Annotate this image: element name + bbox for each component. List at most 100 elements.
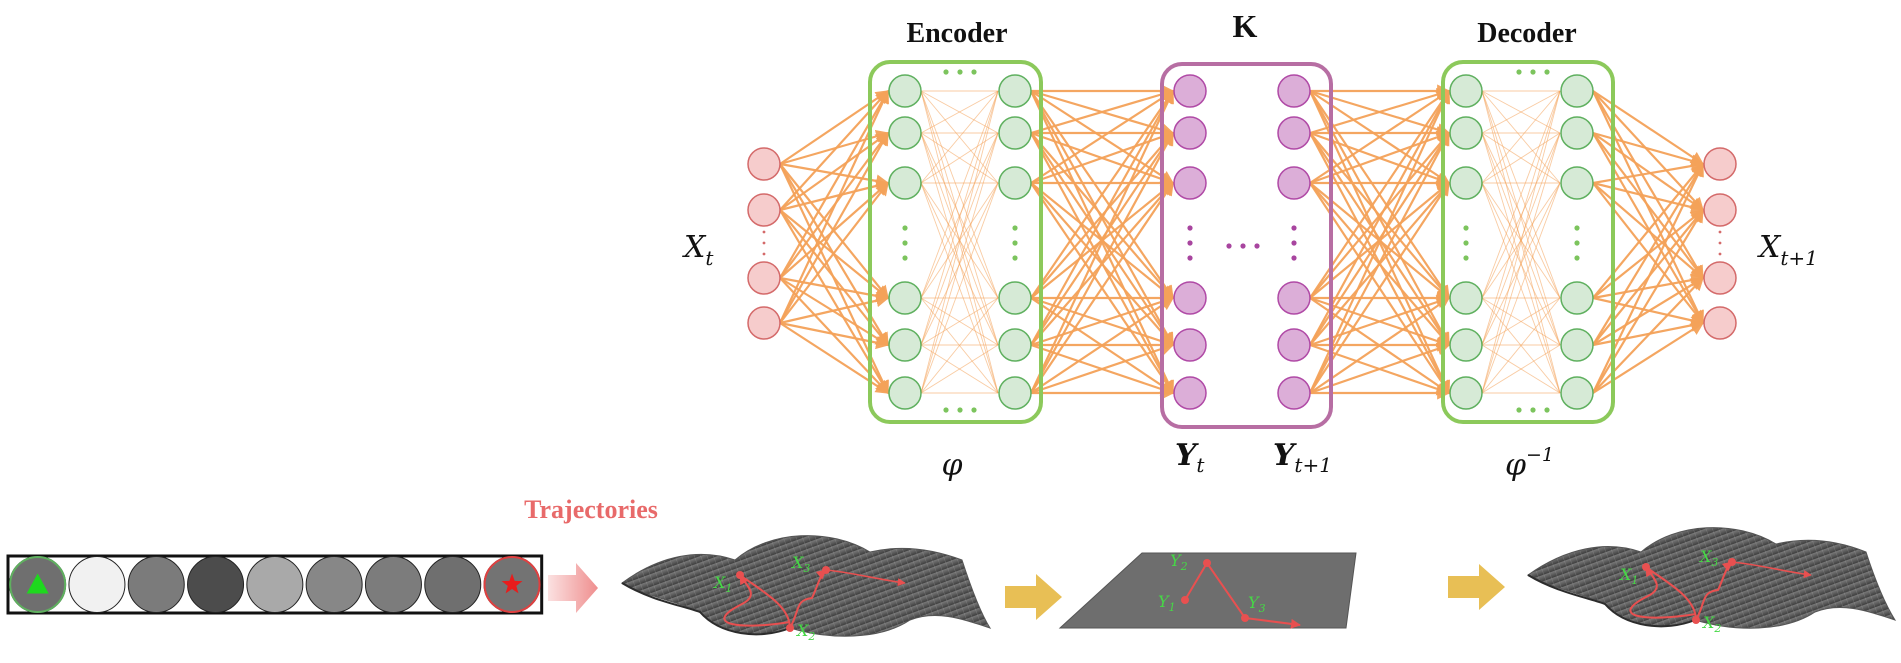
grid-cell: [187, 556, 245, 613]
point-label-x2: X2: [1701, 613, 1721, 635]
ellipsis-dot: [1012, 225, 1018, 231]
phi-label: φ: [941, 448, 962, 483]
output-node: [1703, 193, 1737, 227]
encode-arrow: [1005, 574, 1062, 620]
edge: [1309, 89, 1450, 346]
output-node: [1703, 147, 1737, 181]
latent-node: [1173, 281, 1207, 315]
edge: [920, 297, 999, 394]
edge: [1030, 295, 1175, 347]
ellipsis-dot: [943, 407, 949, 413]
encoder-node: [888, 328, 922, 362]
latent-node: [1277, 116, 1311, 150]
edge: [1309, 89, 1451, 394]
latent-node: [1173, 328, 1207, 362]
output-label: Xt+1: [1757, 230, 1818, 270]
decoder-node: [1560, 166, 1594, 200]
trajectory-point: [1203, 559, 1211, 567]
edge: [920, 90, 999, 184]
trajectory-right: X1 X3 X2: [1618, 547, 1812, 635]
input-label: Xt: [682, 230, 714, 270]
edge: [1030, 342, 1175, 395]
edge: [1309, 295, 1451, 347]
decoder-node: [1449, 376, 1483, 410]
edge: [1309, 131, 1450, 299]
encoder-box: [868, 60, 1043, 424]
encoder-node: [998, 281, 1032, 315]
encoder-node: [998, 328, 1032, 362]
start-cell-ring: [9, 556, 67, 613]
point-label-x1: X1: [712, 573, 732, 595]
trajectory-point: [1728, 558, 1736, 566]
edge: [1481, 132, 1561, 346]
trajectory-plane: Y2 Y1 Y3: [1158, 551, 1301, 629]
trajectory-point: [786, 624, 794, 632]
ellipsis-dot: [902, 255, 908, 261]
latent-node: [1277, 166, 1311, 200]
output-node: [1703, 261, 1737, 295]
encoder-node: [998, 116, 1032, 150]
trajectory-point: [1241, 614, 1249, 622]
ellipsis-dot: [762, 241, 766, 245]
ellipsis-dot: [1463, 225, 1469, 231]
ellipsis-dot: [943, 69, 949, 75]
point-label-x3: X3: [1698, 547, 1718, 569]
edge: [920, 132, 999, 299]
state-surface-left: [621, 535, 992, 637]
phi-inverse-label: φ−1: [1505, 444, 1554, 483]
point-label-x3: X3: [790, 553, 810, 575]
edge: [1481, 344, 1561, 394]
edge: [1030, 89, 1174, 299]
grid-cell: [424, 556, 482, 613]
encoder-node: [888, 281, 922, 315]
edge: [1481, 90, 1561, 346]
decoder-node: [1560, 376, 1594, 410]
ellipsis-dot: [1574, 255, 1580, 261]
koopman-title: K: [1233, 8, 1258, 44]
ellipsis-dot: [1544, 407, 1550, 413]
ellipsis-dot: [902, 225, 908, 231]
edge: [1309, 181, 1450, 394]
edge: [920, 182, 999, 394]
start-triangle-icon: [26, 573, 49, 594]
decoder-node: [1560, 74, 1594, 108]
latent-node: [1173, 166, 1207, 200]
edge: [1030, 89, 1174, 346]
edge: [1030, 88, 1175, 135]
edge: [920, 132, 999, 346]
ellipsis-dot: [1254, 243, 1260, 249]
input-node: [747, 306, 781, 340]
edge: [1030, 297, 1175, 394]
input-node: [747, 193, 781, 227]
ellipsis-dot: [1516, 407, 1522, 413]
latent-node: [1277, 328, 1311, 362]
encoder-node: [888, 166, 922, 200]
edge: [1309, 88, 1451, 135]
trajectories-label: Trajectories: [524, 495, 658, 524]
edge: [920, 90, 999, 394]
edge: [920, 90, 999, 299]
encoder-node: [888, 376, 922, 410]
ellipsis-dot: [1530, 69, 1536, 75]
trajectory-point: [822, 566, 830, 574]
latent-node: [1277, 281, 1311, 315]
edge: [920, 90, 999, 134]
decoder-node: [1449, 74, 1483, 108]
goal-cell-ring: [483, 556, 541, 613]
edge: [1309, 342, 1451, 395]
latent-node: [1277, 376, 1311, 410]
edge: [1481, 132, 1561, 299]
ellipsis-dot: [1012, 240, 1018, 246]
trajectory-point: [1642, 563, 1650, 571]
decoder-node: [1449, 328, 1483, 362]
ellipsis-dot: [1012, 255, 1018, 261]
ellipsis-dot: [1574, 225, 1580, 231]
ellipsis-dot: [1530, 407, 1536, 413]
network-nodes: [747, 69, 1737, 413]
ellipsis-dot: [1291, 240, 1297, 246]
decoder-node: [1560, 281, 1594, 315]
ellipsis-dot: [971, 69, 977, 75]
goal-star-icon: [501, 573, 523, 594]
point-label-y1: Y1: [1158, 592, 1176, 614]
